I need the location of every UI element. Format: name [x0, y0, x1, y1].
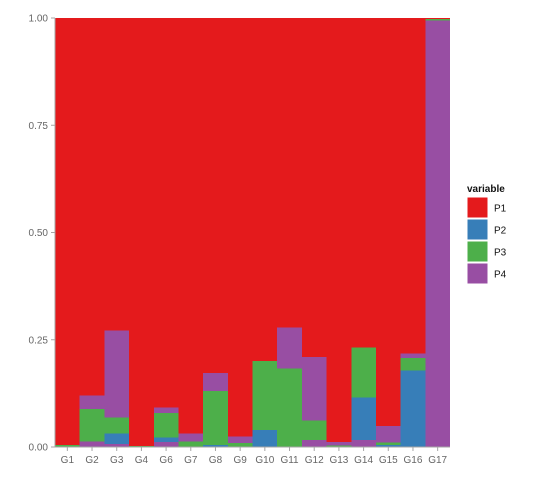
y-tick-label: 0.75 [29, 121, 49, 132]
bar-segment-g4-p1-4 [129, 18, 154, 447]
bar-segment-g2-p3-2 [79, 409, 105, 442]
legend: variable P1 P2 P3 P4 [466, 184, 507, 285]
bar-segment-g6-p4-0 [153, 441, 179, 447]
legend-label-p4: P4 [494, 270, 507, 281]
bar-segment-g15-p3-2 [375, 442, 401, 445]
bar-segment-g1-p1-4 [55, 18, 80, 445]
legend-label-p3: P3 [494, 248, 507, 259]
bar-segment-g17-p1-4 [425, 18, 450, 19]
bars-group [55, 18, 450, 447]
bar-segment-g3-p1-4 [104, 18, 130, 331]
bar-segment-g8-p4-3 [203, 372, 228, 392]
legend-key-p4 [466, 262, 489, 285]
bar-segment-g3-p3-2 [104, 417, 130, 434]
bar-segment-g3-p2-1 [104, 433, 130, 444]
bar-segment-g6-p4-3 [153, 407, 179, 414]
bar-segment-g1-p3-2 [55, 444, 80, 447]
bar-segment-g17-p3-2 [425, 18, 450, 21]
x-tick-label: G3 [110, 455, 124, 466]
bar-segment-g14-p2-1 [351, 397, 376, 441]
bar-segment-g10-p2-1 [252, 429, 278, 447]
bar-segment-g9-p3-2 [227, 443, 253, 447]
x-tick-label: G4 [135, 455, 149, 466]
x-tick-label: G14 [354, 455, 373, 466]
bar-segment-g13-p1-4 [326, 18, 352, 442]
bar-segment-g2-p1-4 [79, 18, 105, 396]
bar-segment-g12-p4-3 [301, 356, 327, 421]
bar-segment-g6-p1-4 [153, 18, 179, 408]
bar-segment-g15-p4-3 [375, 425, 401, 443]
x-tick-label: G9 [233, 455, 247, 466]
legend-key-p3 [466, 240, 489, 263]
legend-title: variable [467, 184, 505, 195]
bar-segment-g6-p2-1 [153, 437, 179, 442]
x-tick-label: G1 [61, 455, 75, 466]
bar-segment-g15-p1-4 [375, 18, 401, 426]
bar-segment-g10-p1-4 [252, 18, 278, 362]
bar-segment-g10-p3-2 [252, 361, 278, 430]
bar-segment-g16-p4-3 [400, 353, 426, 358]
bar-segment-g12-p4-0 [301, 440, 327, 447]
bar-segment-g2-p4-3 [79, 395, 105, 410]
bar-segment-g9-p1-4 [227, 18, 253, 437]
x-tick-label: G7 [184, 455, 198, 466]
bar-segment-g9-p4-3 [227, 436, 253, 444]
x-tick-label: G8 [209, 455, 223, 466]
x-tick-label: G15 [379, 455, 398, 466]
y-tick-label: 0.50 [29, 228, 49, 239]
bar-segment-g11-p1-4 [277, 18, 302, 328]
y-tick-label: 0.25 [29, 335, 49, 346]
x-tick-label: G12 [305, 455, 324, 466]
bar-segment-g16-p1-4 [400, 18, 426, 354]
legend-key-p1 [466, 196, 489, 219]
bar-segment-g2-p4-0 [79, 441, 105, 447]
bar-segment-g14-p4-0 [351, 440, 376, 447]
bar-segment-g14-p1-4 [351, 18, 376, 348]
bar-segment-g13-p3-2 [326, 445, 352, 447]
bar-segment-g12-p1-4 [301, 18, 327, 357]
bar-segment-g15-p2-1 [375, 444, 401, 447]
x-tick-label: G11 [280, 455, 299, 466]
x-tick-label: G6 [159, 455, 173, 466]
bar-segment-g14-p3-2 [351, 347, 376, 398]
bar-segment-g13-p4-3 [326, 441, 352, 446]
bar-segment-g17-p4-0 [425, 20, 450, 447]
bar-segment-g7-p1-4 [178, 18, 204, 434]
bar-segment-g8-p1-4 [203, 18, 228, 373]
bar-segment-g8-p2-1 [203, 444, 228, 447]
bar-segment-g12-p3-2 [301, 420, 327, 441]
bar-segment-g6-p3-2 [153, 413, 179, 438]
bar-segment-g3-p4-3 [104, 330, 130, 418]
x-tick-label: G16 [404, 455, 423, 466]
y-tick-label: 1.00 [29, 14, 49, 25]
x-tick-label: G2 [85, 455, 99, 466]
bar-segment-g7-p4-3 [178, 433, 204, 442]
bar-segment-g8-p3-2 [203, 391, 228, 445]
bar-segment-g16-p2-1 [400, 370, 426, 447]
bar-segment-g11-p4-3 [277, 327, 302, 369]
legend-key-p2 [466, 218, 489, 241]
bar-segment-g16-p3-2 [400, 357, 426, 371]
bar-segment-g3-p4-0 [104, 443, 130, 447]
y-tick-label: 0.00 [29, 443, 49, 454]
legend-label-p2: P2 [494, 226, 507, 237]
legend-label-p1: P1 [494, 204, 507, 215]
x-tick-label: G10 [255, 455, 274, 466]
bar-segment-g7-p3-2 [178, 441, 204, 447]
bar-segment-g11-p3-2 [277, 368, 302, 447]
x-tick-label: G13 [329, 455, 348, 466]
x-tick-label: G17 [428, 455, 447, 466]
